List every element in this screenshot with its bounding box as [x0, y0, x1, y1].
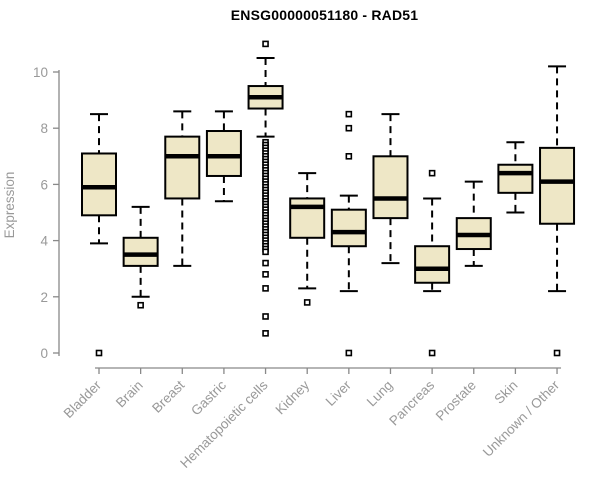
outlier-point-hematopoietic-cells	[262, 330, 269, 337]
y-tick-label: 6	[40, 177, 48, 192]
outlier-point-hematopoietic-cells	[262, 271, 269, 278]
x-tick-label-pancreas: Pancreas	[386, 377, 437, 428]
box-breast	[164, 135, 201, 200]
outlier-point-bladder	[95, 349, 103, 357]
box-skin	[497, 163, 534, 194]
x-tick-label-kidney: Kidney	[273, 377, 313, 417]
box-kidney	[289, 197, 326, 239]
x-tick-label-brain: Brain	[113, 378, 146, 411]
outlier-point-pancreas	[428, 169, 436, 177]
y-axis-label: Expression	[2, 172, 17, 239]
outlier-point-liver	[345, 110, 353, 118]
outlier-point-hematopoietic-cells	[262, 313, 269, 320]
outlier-point-liver	[345, 124, 353, 132]
y-tick-label: 2	[40, 290, 48, 305]
outlier-point-hematopoietic-cells	[262, 248, 269, 256]
outlier-point-liver	[345, 153, 353, 160]
box-pancreas	[414, 245, 451, 284]
x-tick-label-unknown-other: Unknown / Other	[480, 377, 563, 460]
x-tick-label-liver: Liver	[323, 377, 355, 409]
chart-title: ENSG00000051180 - RAD51	[230, 7, 419, 23]
x-tick-label-breast: Breast	[149, 377, 187, 415]
box-gastric	[205, 130, 242, 177]
outlier-point-pancreas	[428, 349, 436, 357]
box-brain	[122, 236, 159, 267]
box-lung	[372, 155, 409, 220]
box-liver	[330, 208, 367, 248]
box-unknown-other	[539, 146, 576, 225]
outlier-point-kidney	[303, 299, 311, 306]
y-tick-label: 4	[40, 234, 48, 249]
x-tick-label-prostate: Prostate	[433, 378, 479, 424]
outlier-point-hematopoietic-cells	[262, 259, 269, 267]
y-tick-label: 10	[33, 65, 48, 80]
x-tick-label-skin: Skin	[491, 378, 520, 407]
box-bladder	[81, 152, 117, 217]
x-tick-label-gastric: Gastric	[188, 377, 229, 418]
outlier-point-brain	[137, 301, 144, 309]
x-tick-label-lung: Lung	[364, 378, 396, 410]
y-tick-label: 0	[40, 346, 48, 361]
outlier-point-hematopoietic-cells	[262, 40, 269, 48]
y-tick-label: 8	[40, 121, 48, 136]
x-tick-label-bladder: Bladder	[61, 377, 105, 421]
outlier-point-liver	[345, 349, 353, 357]
outlier-point-hematopoietic-cells	[262, 285, 269, 292]
outlier-point-unknown-other	[553, 349, 561, 357]
